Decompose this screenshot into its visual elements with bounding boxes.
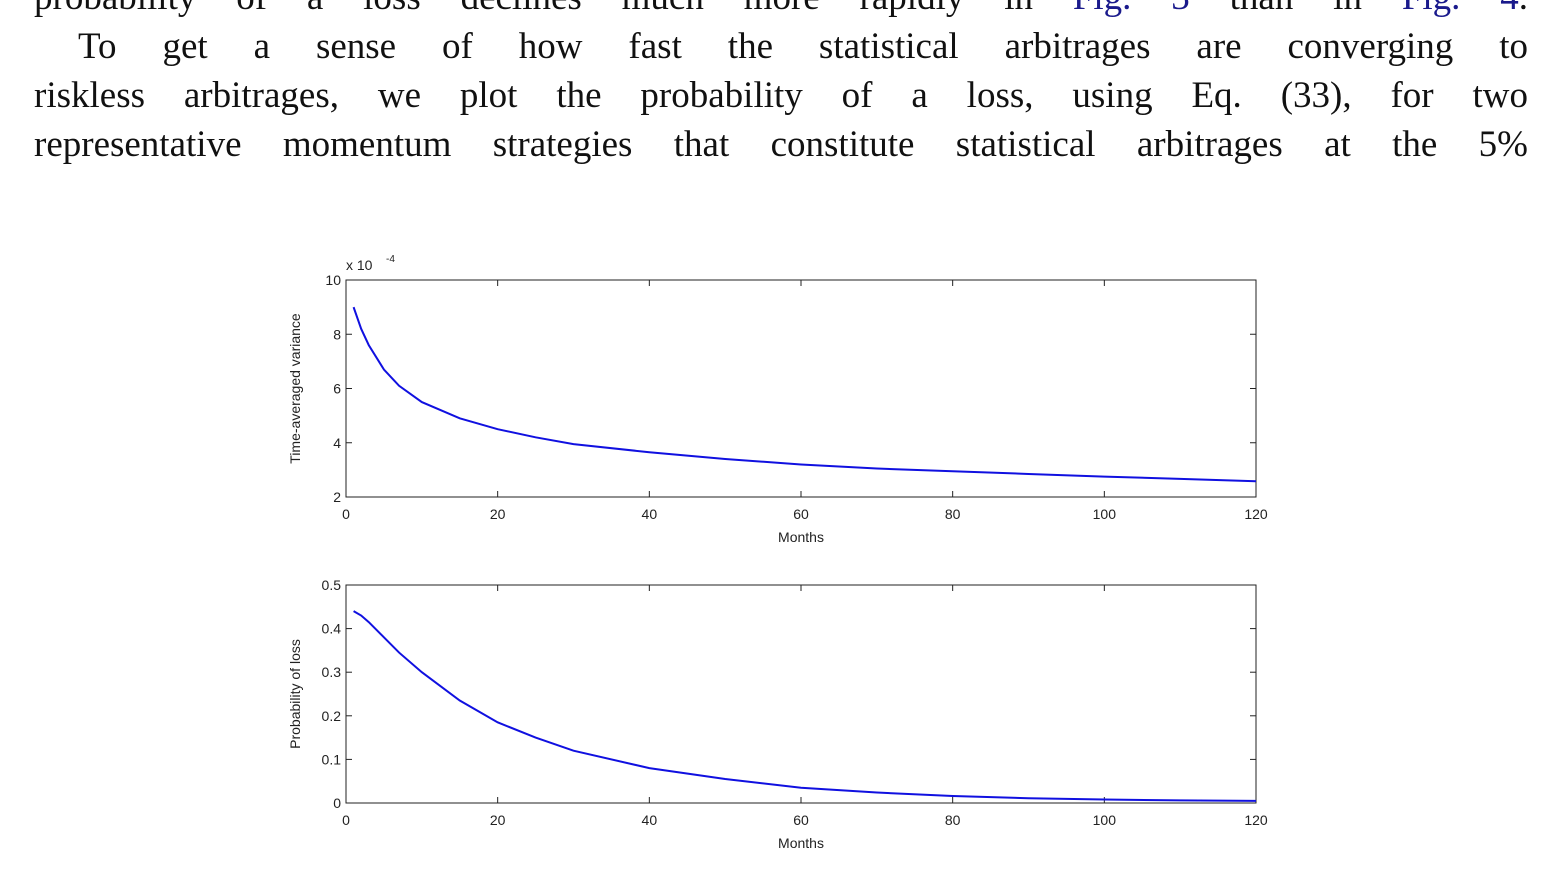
x-tick-label: 0 [342,812,350,828]
x-tick-label: 40 [642,812,658,828]
paragraph-line: To get a sense of how fast the statistic… [78,26,1528,67]
y-tick-label: 8 [333,326,341,342]
x-tick-label: 40 [642,506,658,522]
y-axis-label: Probability of loss [287,639,303,749]
x-tick-label: 0 [342,506,350,522]
x-tick-label: 100 [1093,812,1117,828]
text: . [1519,0,1528,18]
y-tick-label: 0.3 [322,664,342,680]
text: than in [1190,0,1402,18]
text: probability of a loss declines much more… [34,0,1073,18]
figure-link[interactable]: Fig. 4 [1402,0,1519,18]
y-tick-label: 10 [325,272,341,288]
data-line [352,306,1257,483]
y-tick-label: 0.2 [322,708,342,724]
y-tick-label: 4 [333,435,341,451]
figure-link[interactable]: Fig. 3 [1073,0,1190,18]
y-tick-label: 0.5 [322,577,342,593]
plot-frame [345,584,1257,804]
y-multiplier: x 10 [346,257,373,273]
y-tick-label: 0 [333,795,341,811]
data-line [353,610,1257,802]
paragraph-line: representative momentum strategies that … [34,124,1528,165]
y-tick-label: 0.4 [322,621,342,637]
x-tick-label: 20 [490,506,506,522]
x-tick-label: 120 [1244,506,1268,522]
x-tick-label: 80 [945,812,961,828]
x-tick-label: 100 [1093,506,1117,522]
x-tick-label: 80 [945,506,961,522]
x-tick-label: 60 [793,812,809,828]
y-tick-label: 0.1 [322,751,342,767]
y-tick-label: 2 [333,489,341,505]
paragraph-line: riskless arbitrages, we plot the probabi… [34,75,1528,116]
y-tick-label: 6 [333,381,341,397]
x-tick-label: 20 [490,812,506,828]
x-axis-label: Months [778,529,824,545]
y-axis-label: Time-averaged variance [287,313,303,464]
cut-line: probability of a loss declines much more… [34,0,1528,22]
x-tick-label: 120 [1244,812,1268,828]
x-tick-label: 60 [793,506,809,522]
y-multiplier-exponent: -4 [386,254,395,265]
x-axis-label: Months [778,835,824,851]
